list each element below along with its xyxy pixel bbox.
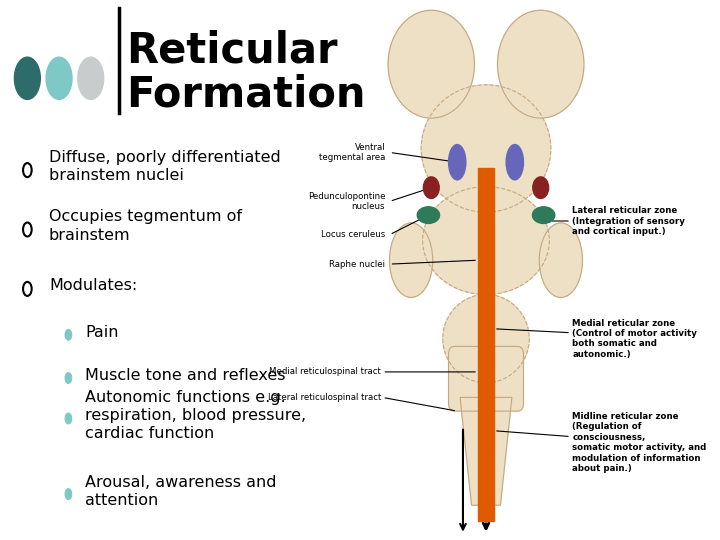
Circle shape [65, 373, 72, 383]
Ellipse shape [443, 294, 529, 383]
Text: Locus ceruleus: Locus ceruleus [321, 230, 385, 239]
Text: Autonomic functions e.g.
respiration, blood pressure,
cardiac function: Autonomic functions e.g. respiration, bl… [85, 390, 306, 441]
Text: Modulates:: Modulates: [49, 278, 138, 293]
Ellipse shape [498, 10, 584, 118]
Text: Ventral
tegmental area: Ventral tegmental area [319, 143, 385, 162]
Text: Raphe nuclei: Raphe nuclei [329, 260, 385, 268]
Circle shape [65, 413, 72, 424]
Text: Occupies tegmentum of
brainstem: Occupies tegmentum of brainstem [49, 209, 242, 243]
Text: Pedunculopontine
nucleus: Pedunculopontine nucleus [307, 192, 385, 211]
Ellipse shape [388, 10, 474, 118]
Text: Medial reticular zone
(Control of motor activity
both somatic and
autonomic.): Medial reticular zone (Control of motor … [572, 319, 697, 359]
Text: Medial reticulospinal tract: Medial reticulospinal tract [269, 367, 381, 376]
Text: Pain: Pain [85, 325, 119, 340]
Text: Arousal, awareness and
attention: Arousal, awareness and attention [85, 475, 276, 508]
Polygon shape [460, 397, 512, 505]
Text: Midline reticular zone
(Regulation of
consciousness,
somatic motor activity, and: Midline reticular zone (Regulation of co… [572, 412, 706, 473]
Circle shape [14, 57, 40, 99]
Ellipse shape [506, 145, 523, 180]
Circle shape [423, 177, 439, 199]
Ellipse shape [423, 187, 549, 294]
Ellipse shape [449, 145, 466, 180]
Circle shape [533, 177, 549, 199]
Bar [478, 168, 494, 521]
Ellipse shape [421, 85, 551, 212]
Text: Muscle tone and reflexes: Muscle tone and reflexes [85, 368, 285, 383]
Ellipse shape [418, 207, 440, 224]
Circle shape [46, 57, 72, 99]
Text: Lateral reticulospinal tract: Lateral reticulospinal tract [268, 393, 381, 402]
FancyBboxPatch shape [449, 347, 523, 411]
Ellipse shape [390, 223, 433, 298]
Ellipse shape [539, 223, 582, 298]
Circle shape [65, 489, 72, 500]
Text: Reticular
Formation: Reticular Formation [126, 30, 366, 116]
Text: Lateral reticular zone
(Integration of sensory
and cortical input.): Lateral reticular zone (Integration of s… [572, 206, 685, 236]
Circle shape [65, 329, 72, 340]
Text: Diffuse, poorly differentiated
brainstem nuclei: Diffuse, poorly differentiated brainstem… [49, 150, 281, 184]
Circle shape [78, 57, 104, 99]
Ellipse shape [533, 207, 554, 224]
